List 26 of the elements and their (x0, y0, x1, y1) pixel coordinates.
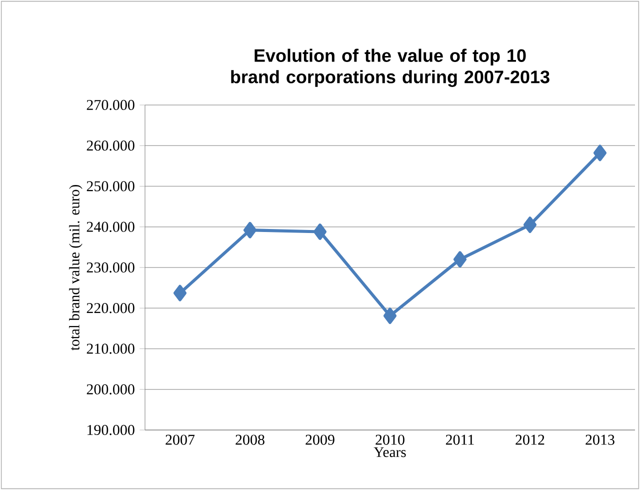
y-tick-label: 270.000 (86, 100, 134, 110)
y-tick-label: 240.000 (86, 222, 134, 232)
point (173, 284, 187, 302)
y-tick-label: 250.000 (86, 181, 134, 192)
y-tick-label: 220.000 (86, 303, 134, 314)
point (383, 308, 397, 324)
y-axis-title: total brand value (mil. euro) (69, 185, 82, 350)
y-tick-label: 210.000 (86, 344, 134, 354)
x-tick-label: 2009 (306, 434, 334, 445)
x-tick-label: 2011 (446, 434, 474, 445)
x-tick-label: 2013 (586, 434, 614, 445)
x-tick-label: 2008 (236, 434, 264, 445)
y-tick-label: 260.000 (86, 140, 134, 151)
x-tick-label: 2010 (376, 434, 404, 445)
point (523, 216, 537, 234)
x-tick-label: 2012 (516, 434, 544, 445)
point (593, 144, 607, 162)
point (243, 222, 257, 238)
point (453, 251, 467, 268)
y-tick-label: 200.000 (86, 384, 134, 394)
y-tick-label: 190.000 (88, 424, 134, 436)
y-tick-label: 230.000 (86, 262, 134, 273)
point (313, 224, 327, 240)
x-axis-title: Years (374, 447, 406, 458)
chart-title: Evolution of the value of top 10 brand corporations during 2007-2013 (231, 48, 550, 87)
x-tick-label: 2007 (166, 434, 195, 445)
